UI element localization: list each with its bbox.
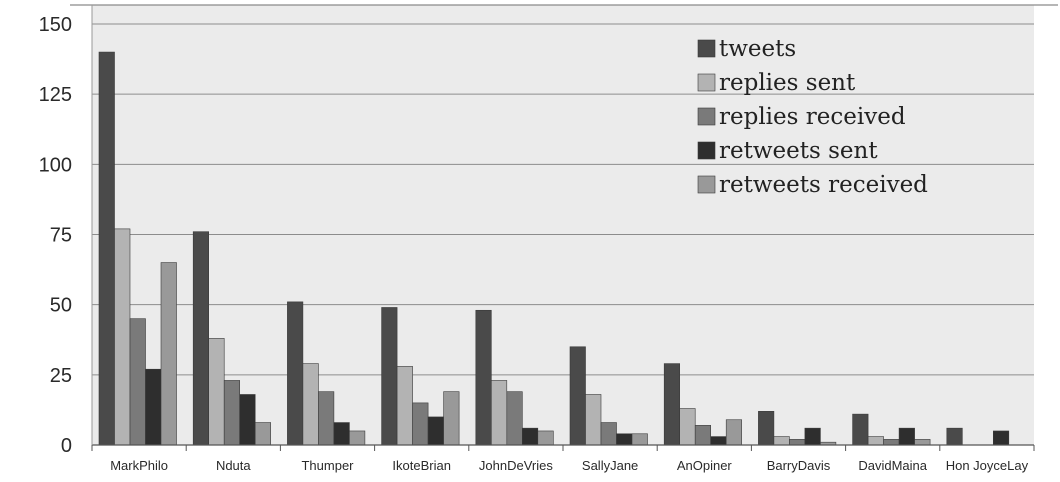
bar-DavidMaina-tweets [852, 413, 869, 446]
x-tick-label: Thumper [301, 458, 354, 473]
legend-label: retweets sent [719, 138, 878, 164]
y-tick-label: 0 [61, 435, 72, 457]
bar-Nduta-replies-received [223, 380, 240, 446]
bar-Nduta-tweets [192, 231, 209, 446]
bar-MarkPhilo-retweets-received [160, 262, 177, 446]
bar-IkoteBrian-tweets [381, 307, 398, 446]
bar-Thumper-retweets-sent [333, 422, 350, 446]
bar-AnOpiner-retweets-received [725, 419, 743, 446]
bar-Nduta-retweets-received [254, 422, 271, 446]
x-tick-label: BarryDavis [767, 458, 831, 473]
x-tick-label: Hon JoyceLay [946, 458, 1029, 473]
bars [98, 51, 1010, 446]
x-tick-label: SallyJane [582, 458, 638, 473]
x-tick-label: IkoteBrian [392, 458, 451, 473]
bar-Thumper-replies-sent [302, 363, 319, 446]
bar-JohnDeVries-replies-received [506, 391, 523, 446]
legend-label: tweets [719, 36, 796, 62]
bar-IkoteBrian-retweets-received [443, 391, 460, 446]
bar-AnOpiner-replies-sent [679, 408, 696, 446]
bar-BarryDavis-retweets-sent [804, 427, 821, 446]
chart-frame [70, 4, 1058, 445]
y-tick-label: 125 [39, 84, 72, 106]
bar-SallyJane-retweets-sent [616, 433, 633, 446]
bar-JohnDeVries-retweets-sent [521, 427, 539, 446]
x-tick-label: AnOpiner [677, 458, 733, 473]
bar-DavidMaina-replies-sent [867, 436, 884, 446]
legend-swatch [697, 73, 716, 92]
bar-AnOpiner-retweets-sent [710, 436, 727, 446]
bar-Nduta-retweets-sent [239, 394, 256, 446]
bar-Thumper-retweets-received [349, 430, 366, 446]
bar-DavidMaina-retweets-received [914, 439, 931, 446]
y-tick-label: 25 [50, 365, 72, 387]
bar-JohnDeVries-tweets [475, 309, 492, 446]
bar-SallyJane-replies-received [600, 422, 617, 446]
legend-label: retweets received [719, 172, 928, 198]
bar-Thumper-tweets [287, 301, 304, 446]
bar-MarkPhilo-tweets [98, 51, 115, 446]
bar-AnOpiner-tweets [663, 363, 681, 446]
bar-BarryDavis-replies-sent [773, 436, 790, 446]
bar-Thumper-replies-received [318, 391, 335, 446]
bar-DavidMaina-replies-received [883, 439, 900, 446]
bar-IkoteBrian-replies-received [412, 402, 429, 446]
bar-Nduta-replies-sent [208, 338, 225, 446]
y-tick-label: 150 [39, 14, 72, 36]
bar-IkoteBrian-replies-sent [396, 366, 413, 446]
bar-Hon JoyceLay-tweets [946, 427, 963, 446]
bar-IkoteBrian-retweets-sent [427, 416, 444, 446]
x-tick-label: Nduta [216, 458, 251, 473]
bar-AnOpiner-replies-received [694, 425, 712, 446]
y-tick-label: 100 [39, 154, 72, 176]
bar-JohnDeVries-retweets-received [537, 430, 554, 446]
bar-SallyJane-tweets [569, 346, 586, 446]
bar-BarryDavis-replies-received [789, 439, 806, 446]
legend-swatch [697, 141, 716, 160]
bar-Hon JoyceLay-retweets-sent [992, 430, 1010, 446]
legend-swatch [697, 107, 716, 126]
bar-MarkPhilo-replies-sent [114, 228, 131, 446]
bar-SallyJane-replies-sent [585, 394, 602, 446]
legend-swatch [697, 175, 716, 194]
legend-label: replies received [719, 104, 906, 130]
y-tick-label: 75 [50, 225, 72, 247]
legend: tweets replies sent replies received retwee… [697, 36, 928, 198]
y-tick-label: 50 [50, 295, 72, 317]
plot-area [92, 5, 1034, 445]
axes: 0 25 50 75 100 125 150 MarkPhilo Nduta Thumper Iko… [39, 5, 1035, 473]
x-tick-label: MarkPhilo [110, 458, 168, 473]
legend-swatch [697, 39, 716, 58]
x-tick-label: DavidMaina [858, 458, 927, 473]
legend-label: replies sent [719, 70, 856, 96]
bar-DavidMaina-retweets-sent [898, 427, 915, 446]
x-tick-label: JohnDeVries [479, 458, 553, 473]
bar-BarryDavis-tweets [758, 411, 775, 446]
bar-JohnDeVries-replies-sent [490, 380, 508, 446]
bar-MarkPhilo-retweets-sent [145, 368, 162, 446]
bar-SallyJane-retweets-received [631, 433, 648, 446]
bar-MarkPhilo-replies-received [129, 318, 146, 446]
